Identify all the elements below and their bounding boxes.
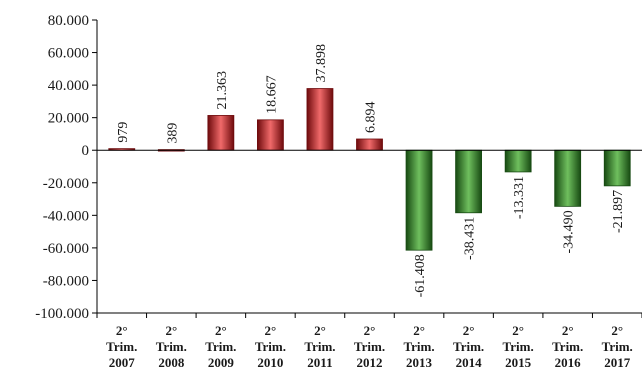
bar-10 <box>603 149 631 187</box>
bar-6 <box>405 149 433 251</box>
bar-3 <box>257 119 284 151</box>
bar-9 <box>554 149 582 207</box>
bar-8 <box>504 149 532 173</box>
y-tick-label: -20.000 <box>43 176 89 192</box>
data-label: 37.898 <box>314 44 329 83</box>
x-category-label: 2° Trim. 2010 <box>255 323 286 370</box>
data-label: -13.331 <box>512 176 527 219</box>
x-category-label: 2° Trim. 2012 <box>354 323 385 370</box>
bar-7 <box>455 149 482 214</box>
y-tick-label: 40.000 <box>48 78 89 94</box>
y-tick-label: 0 <box>82 143 90 159</box>
y-tick-label: -80.000 <box>43 273 89 289</box>
data-label: -61.408 <box>413 254 428 297</box>
bar-2 <box>207 115 235 151</box>
x-category-label: 2° Trim. 2015 <box>503 323 534 370</box>
x-category-label: 2° Trim. 2014 <box>453 323 484 370</box>
x-category-label: 2° Trim. 2016 <box>552 323 583 370</box>
x-category-label: 2° Trim. 2011 <box>304 323 335 370</box>
data-label: 6.894 <box>364 102 379 134</box>
x-category-label: 2° Trim. 2007 <box>106 323 137 370</box>
y-tick-label: 80.000 <box>48 13 89 29</box>
bar-4 <box>306 88 334 151</box>
data-label: -21.897 <box>611 190 626 233</box>
y-tick-label: -100.000 <box>35 306 89 322</box>
x-category-label: 2° Trim. 2017 <box>602 323 633 370</box>
data-label: -38.431 <box>463 217 478 260</box>
bar-5 <box>356 138 383 151</box>
y-tick-label: -40.000 <box>43 208 89 224</box>
data-label: 389 <box>165 123 180 144</box>
data-label: 979 <box>116 122 131 143</box>
y-tick-label: 60.000 <box>48 46 89 62</box>
x-category-label: 2° Trim. 2008 <box>156 323 187 370</box>
x-category-label: 2° Trim. 2013 <box>403 323 434 370</box>
y-tick-label: -60.000 <box>43 241 89 257</box>
y-tick-label: 20.000 <box>48 111 89 127</box>
data-label: 18.667 <box>264 75 279 114</box>
data-label: 21.363 <box>215 71 230 110</box>
x-category-label: 2° Trim. 2009 <box>205 323 236 370</box>
data-label: -34.490 <box>562 210 577 253</box>
